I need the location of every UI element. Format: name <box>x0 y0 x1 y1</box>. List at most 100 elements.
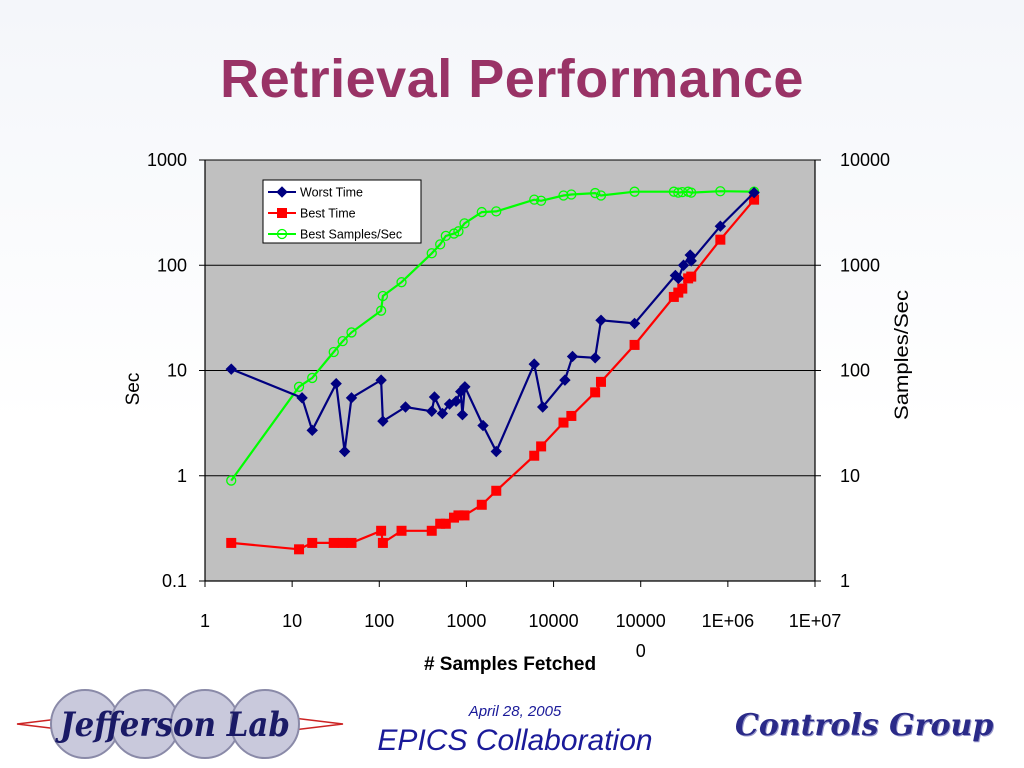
x-tick-label: 10000 0 <box>616 611 666 661</box>
data-point <box>629 186 640 197</box>
data-point <box>337 537 348 548</box>
data-point <box>528 358 540 370</box>
data-point <box>307 372 318 384</box>
controls-group-logo: Controls Group <box>735 708 994 743</box>
x-tick-label: 10 <box>282 611 302 631</box>
y2-tick-label: 1 <box>840 571 850 591</box>
legend-label: Best Time <box>300 207 356 221</box>
y-tick-label: 10 <box>167 361 187 381</box>
data-point <box>346 327 357 338</box>
data-point <box>558 417 569 428</box>
data-point <box>714 220 727 232</box>
series-worst-time <box>225 186 760 458</box>
data-point <box>337 336 348 347</box>
data-point <box>306 424 318 437</box>
data-point <box>226 537 237 548</box>
data-point <box>566 189 577 200</box>
data-point <box>715 186 726 197</box>
legend-marker <box>276 228 288 240</box>
data-point <box>459 218 470 229</box>
data-point <box>566 410 577 421</box>
data-point <box>536 441 547 452</box>
data-point <box>428 391 441 403</box>
data-point <box>377 290 389 302</box>
data-point <box>345 392 358 404</box>
data-point <box>673 187 684 198</box>
data-point <box>435 239 446 250</box>
data-point <box>328 537 339 548</box>
data-point <box>346 537 357 548</box>
data-point <box>595 376 606 387</box>
data-point <box>440 518 451 529</box>
data-point <box>559 374 571 386</box>
data-point <box>476 499 487 510</box>
data-point <box>595 190 607 201</box>
x-axis-ticks: 1 10 100 1000 10000 10000 0 1E+06 1E+07 <box>200 581 841 661</box>
series-best-time <box>226 194 760 555</box>
data-point <box>225 363 237 375</box>
legend-label: Best Samples/Sec <box>300 228 402 242</box>
legend-box <box>262 179 422 244</box>
x-tick-label: 1E+07 <box>789 611 842 631</box>
y2-tick-label: 100 <box>840 361 870 381</box>
y2-axis-title: Samples/Sec <box>892 290 913 420</box>
data-point <box>396 277 407 288</box>
series-layer <box>225 186 760 555</box>
y2-tick-label: 1000 <box>840 255 880 275</box>
data-point <box>686 187 697 198</box>
data-point <box>566 350 579 363</box>
legend-marker <box>276 186 288 198</box>
x-axis-title: # Samples Fetched <box>424 654 596 675</box>
slide-title: Retrieval Performance <box>220 49 804 109</box>
data-point <box>595 314 607 326</box>
data-point <box>426 405 438 417</box>
right-axis-ticks: 1 10 100 1000 10000 <box>815 150 890 591</box>
data-point <box>491 485 502 496</box>
data-point <box>672 272 685 285</box>
data-point <box>436 407 449 420</box>
logo-text: Jefferson Lab <box>55 705 290 745</box>
y2-tick-label: 10 <box>840 466 860 486</box>
x-tick-label: 100 <box>364 611 394 631</box>
series-best-samples-sec <box>226 186 760 486</box>
data-point <box>293 381 305 392</box>
data-point <box>338 445 351 458</box>
data-point <box>477 419 489 432</box>
y-tick-label: 1000 <box>147 150 187 170</box>
data-point <box>628 317 641 330</box>
data-point <box>589 187 601 199</box>
data-point <box>529 194 540 205</box>
jefferson-lab-logo: Jefferson Lab <box>16 689 344 759</box>
data-point <box>376 525 387 536</box>
data-point <box>685 255 697 267</box>
data-point <box>294 544 305 555</box>
legend-label: Worst Time <box>300 186 363 200</box>
data-point <box>396 525 407 536</box>
y-tick-label: 100 <box>157 255 187 275</box>
data-point <box>377 415 389 427</box>
data-point <box>450 395 462 407</box>
data-point <box>307 537 318 548</box>
data-point <box>459 510 470 521</box>
x-tick-label: 1000 <box>446 611 486 631</box>
footer-collaboration: EPICS Collaboration <box>377 724 653 757</box>
retrieval-chart: 0.1 1 10 100 1000 1 10 100 1000 10000 1 10 100 1000… <box>123 150 913 675</box>
data-point <box>476 206 487 218</box>
data-point <box>456 409 469 421</box>
data-point <box>426 248 437 259</box>
data-point <box>491 206 502 217</box>
data-point <box>590 387 601 398</box>
x-tick-label: 10000 <box>529 611 579 631</box>
y2-tick-label: 10000 <box>840 150 890 170</box>
y-tick-label: 1 <box>177 466 187 486</box>
legend: Worst Time Best Time Best Samples/Sec <box>262 179 422 244</box>
data-point <box>490 445 502 458</box>
data-point <box>328 346 339 358</box>
data-point <box>377 537 388 548</box>
data-point <box>677 259 690 271</box>
data-point <box>629 339 640 350</box>
legend-marker <box>277 208 287 218</box>
data-point <box>375 305 387 316</box>
data-point <box>589 352 601 364</box>
data-point <box>459 381 471 393</box>
